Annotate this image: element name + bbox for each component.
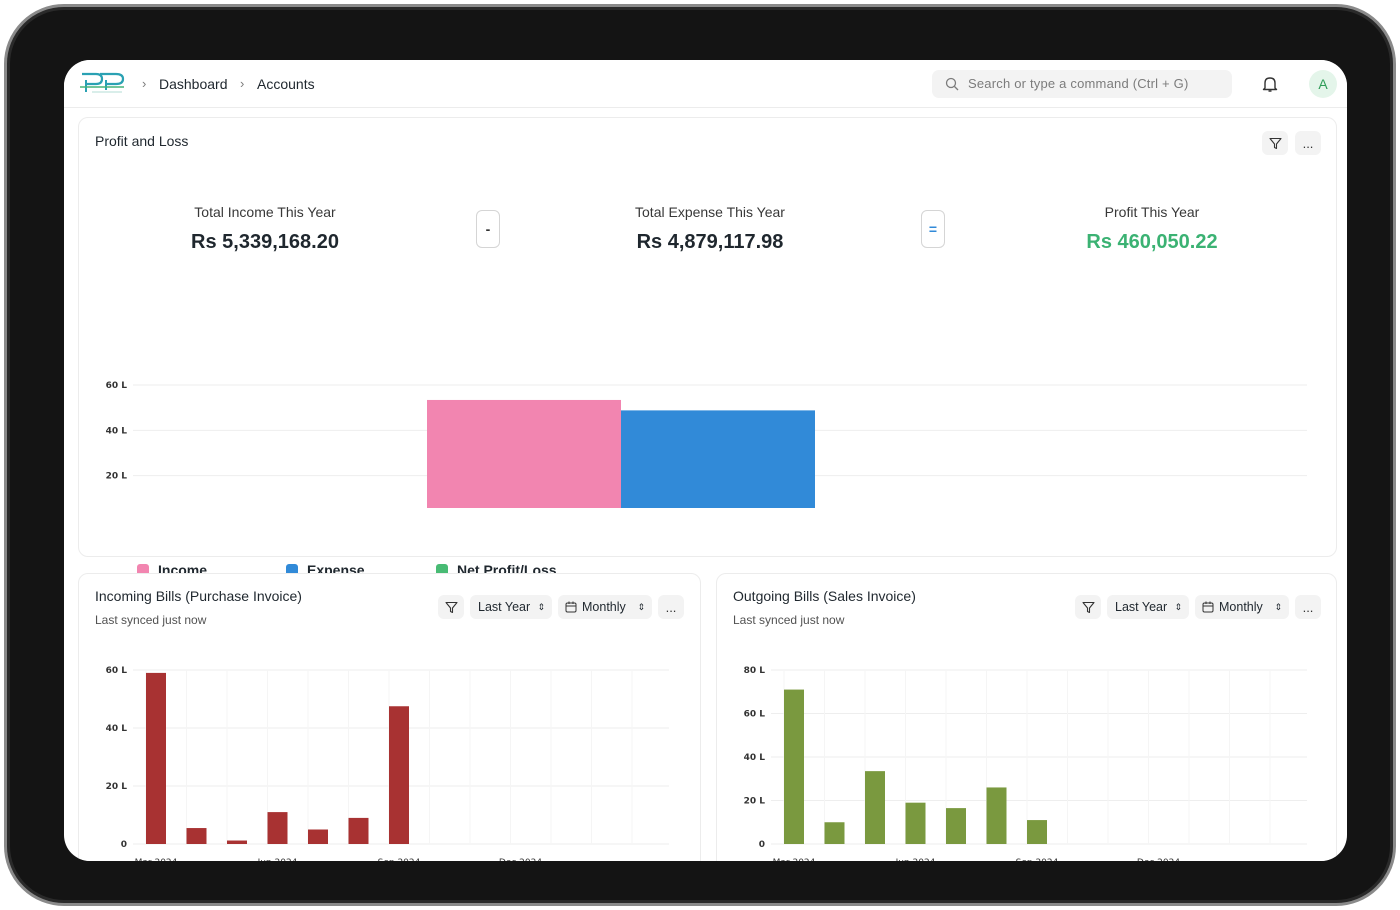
outgoing-bills-title: Outgoing Bills (Sales Invoice) <box>733 588 916 604</box>
y-tick-label: 60 L <box>106 666 128 676</box>
filter-icon <box>1268 137 1282 149</box>
incoming-bills-title: Incoming Bills (Purchase Invoice) <box>95 588 302 604</box>
top-navbar: › Dashboard › Accounts Search or type a … <box>64 60 1347 108</box>
outgoing-sync-status: Last synced just now <box>733 613 845 627</box>
y-tick-label: 60 L <box>106 381 128 391</box>
search-icon <box>945 77 959 91</box>
y-tick-label: 40 L <box>744 753 766 763</box>
filter-button[interactable] <box>1075 595 1101 619</box>
profit-value: Rs 460,050.22 <box>1086 231 1218 253</box>
bar-jul-2024 <box>308 829 328 844</box>
expense-label: Total Expense This Year <box>635 204 785 220</box>
more-options-button[interactable]: ... <box>658 595 684 619</box>
more-options-button[interactable]: ... <box>1295 595 1321 619</box>
x-tick-label: Mar 2024 <box>135 858 178 861</box>
minus-operator: - <box>476 210 500 248</box>
breadcrumb-dashboard[interactable]: Dashboard <box>159 76 228 92</box>
y-tick-label: 20 L <box>106 472 128 482</box>
filter-button[interactable] <box>438 595 464 619</box>
incoming-sync-status: Last synced just now <box>95 613 207 627</box>
bar-may-2024 <box>865 771 885 844</box>
calendar-icon <box>1202 601 1214 613</box>
app-screen: › Dashboard › Accounts Search or type a … <box>64 60 1347 861</box>
filter-icon <box>1081 601 1095 613</box>
x-tick-label: Dec 2024 <box>1137 858 1180 861</box>
y-tick-label: 40 L <box>106 426 128 436</box>
bar-may-2024 <box>227 840 247 844</box>
incoming-bills-card: Incoming Bills (Purchase Invoice) Last s… <box>78 573 701 861</box>
select-arrows-icon: ⇕ <box>1274 602 1282 612</box>
bar-sep-2024 <box>389 706 409 844</box>
interval-value: Monthly <box>1219 600 1263 614</box>
income-label: Total Income This Year <box>194 204 336 220</box>
bell-icon[interactable] <box>1261 75 1279 93</box>
bar-aug-2024 <box>348 817 369 844</box>
x-tick-label: Mar 2024 <box>773 858 816 861</box>
y-tick-label: 0 <box>759 840 765 850</box>
select-arrows-icon: ⇕ <box>637 602 645 612</box>
bar-jun-2024 <box>267 812 288 844</box>
x-tick-label: Dec 2024 <box>499 858 542 861</box>
bar-apr-2024 <box>186 828 207 844</box>
expense-value: Rs 4,879,117.98 <box>636 231 784 253</box>
interval-value: Monthly <box>582 600 626 614</box>
user-avatar[interactable]: A <box>1309 70 1337 98</box>
calendar-icon <box>565 601 577 613</box>
bar-expense <box>621 410 815 508</box>
x-tick-label: Jun 2024 <box>895 858 936 861</box>
y-tick-label: 20 L <box>744 797 766 807</box>
chevron-right-icon: › <box>240 76 245 91</box>
bar-jul-2024 <box>946 808 966 844</box>
bar-mar-2024 <box>146 672 166 844</box>
outgoing-bills-card: Outgoing Bills (Sales Invoice) Last sync… <box>716 573 1337 861</box>
profit-loss-title: Profit and Loss <box>95 133 189 149</box>
filter-icon <box>444 601 458 613</box>
bar-apr-2024 <box>824 822 845 844</box>
period-value: Last Year <box>478 600 531 614</box>
interval-select[interactable]: Monthly ⇕ <box>558 595 652 619</box>
select-arrows-icon: ⇕ <box>537 602 545 612</box>
more-options-button[interactable]: ... <box>1295 131 1321 155</box>
interval-select[interactable]: Monthly ⇕ <box>1195 595 1289 619</box>
bar-sep-2024 <box>1027 820 1047 844</box>
y-tick-label: 80 L <box>744 666 766 676</box>
breadcrumb-accounts[interactable]: Accounts <box>257 76 315 92</box>
select-arrows-icon: ⇕ <box>1174 602 1182 612</box>
incoming-bills-chart: 0 20 L 40 L 60 L Mar 2024 Jun 2024 Sep 2024 Dec… <box>106 666 669 861</box>
filter-button[interactable] <box>1262 131 1288 155</box>
y-tick-label: 20 L <box>106 782 128 792</box>
period-select[interactable]: Last Year ⇕ <box>1107 595 1189 619</box>
income-value: Rs 5,339,168.20 <box>191 231 339 253</box>
bar-mar-2024 <box>784 689 804 844</box>
search-placeholder: Search or type a command (Ctrl + G) <box>968 76 1189 91</box>
bar-jun-2024 <box>905 802 926 844</box>
x-tick-label: Jun 2024 <box>257 858 298 861</box>
profit-label: Profit This Year <box>1104 204 1200 220</box>
y-tick-label: 0 <box>121 840 127 850</box>
search-bar[interactable]: Search or type a command (Ctrl + G) <box>932 70 1232 98</box>
profit-loss-card: Profit and Loss ... Total Income This Ye… <box>78 117 1337 578</box>
x-tick-label: Sep 2024 <box>1016 858 1059 861</box>
bar-aug-2024 <box>986 787 1007 844</box>
y-tick-label: 60 L <box>744 710 766 720</box>
profit-loss-chart: 020 L40 L60 L2024-2025 <box>106 381 1307 508</box>
period-select[interactable]: Last Year ⇕ <box>470 595 552 619</box>
app-logo[interactable] <box>78 68 128 98</box>
tablet-frame: › Dashboard › Accounts Search or type a … <box>4 4 1396 906</box>
period-value: Last Year <box>1115 600 1168 614</box>
outgoing-bills-chart: 0 20 L 40 L 60 L 80 L Mar 2024 Jun 2024 Sep 202… <box>744 666 1307 861</box>
x-tick-label: Sep 2024 <box>378 858 421 861</box>
chevron-right-icon: › <box>142 76 147 91</box>
y-tick-label: 40 L <box>106 724 128 734</box>
bar-income <box>427 399 621 508</box>
equals-operator: = <box>921 210 945 248</box>
